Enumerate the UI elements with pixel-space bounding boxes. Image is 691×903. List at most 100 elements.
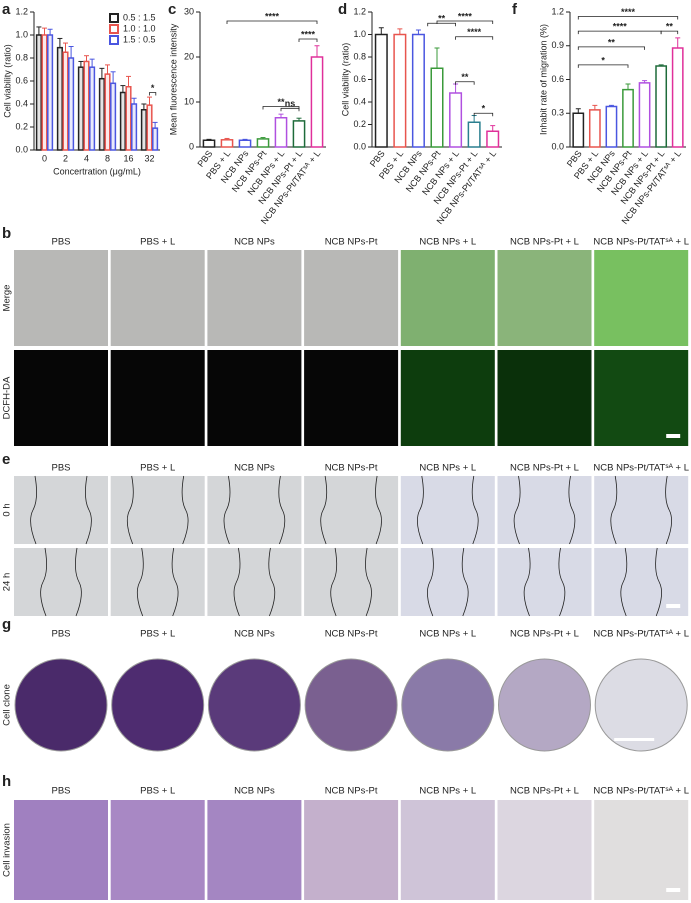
micrograph — [594, 350, 689, 446]
wound-edge — [75, 547, 82, 617]
micrograph — [110, 800, 205, 900]
wound-edge — [126, 475, 134, 545]
y-tick-label: 0.8 — [15, 52, 28, 62]
y-tick-label: 0.4 — [15, 98, 28, 108]
clone-image — [304, 658, 398, 752]
wound-edge — [171, 547, 179, 617]
micrograph — [14, 350, 108, 446]
x-tick-label: 0 — [42, 153, 47, 163]
micrograph — [304, 800, 399, 900]
row-label: Cell invasion — [2, 823, 13, 877]
y-tick-label: 1.0 — [15, 29, 28, 39]
scale-bar — [666, 434, 681, 438]
significance-bracket — [427, 22, 456, 27]
wound-edge — [417, 475, 424, 545]
x-tick-label: 16 — [123, 153, 133, 163]
panel-letter: d — [338, 1, 347, 18]
y-tick-label: 0.2 — [15, 121, 28, 131]
micrograph — [497, 250, 592, 346]
legend-label: 1.0 : 1.0 — [123, 23, 156, 33]
wound-edge — [461, 547, 469, 617]
legend-swatch — [109, 24, 119, 34]
significance-label: ns — [285, 99, 296, 109]
bar — [41, 34, 48, 151]
micrograph — [207, 250, 302, 346]
bar — [622, 88, 634, 148]
bar — [110, 82, 117, 151]
y-axis-label: Mean fluorescence intensity — [168, 23, 178, 135]
clone-image — [14, 658, 108, 752]
bar — [83, 60, 90, 151]
column-header: NCB NPs — [234, 237, 275, 248]
y-tick-label: 0.6 — [551, 74, 564, 84]
bar — [671, 47, 684, 148]
column-header: PBS + L — [140, 786, 175, 797]
micrograph — [304, 548, 399, 616]
wound-edge — [136, 547, 144, 617]
wound-edge — [268, 547, 276, 617]
panel-letter: b — [2, 225, 11, 242]
significance-bracket — [660, 30, 679, 35]
legend-label: 1.5 : 0.5 — [123, 34, 156, 44]
column-header: NCB NPs-Pt — [325, 463, 378, 474]
column-header: PBS + L — [140, 237, 175, 248]
bar — [310, 56, 324, 148]
wound-edge — [568, 475, 576, 545]
significance-label: ** — [666, 22, 674, 32]
column-header: PBS — [51, 463, 70, 474]
column-header: NCB NPs + L — [419, 463, 476, 474]
micrograph — [207, 548, 302, 616]
bar — [292, 120, 306, 148]
significance-label: * — [601, 55, 605, 65]
wound-edge — [278, 475, 286, 545]
wound-edge — [471, 475, 479, 545]
significance-bracket — [577, 16, 679, 20]
significance-bracket — [149, 92, 157, 96]
y-axis-label: Cell viability (ratio) — [2, 44, 12, 118]
bar — [374, 33, 388, 148]
micrograph — [497, 800, 592, 900]
column-header: NCB NPs-Pt — [325, 237, 378, 248]
significance-bracket — [473, 112, 494, 117]
bar — [125, 86, 132, 151]
bar — [430, 67, 444, 148]
bar — [98, 77, 105, 151]
column-header: PBS — [51, 629, 70, 640]
significance-bracket — [280, 107, 300, 112]
micrograph — [594, 800, 689, 900]
micrograph — [110, 548, 205, 616]
significance-label: **** — [301, 29, 316, 39]
x-tick-label: 32 — [144, 153, 154, 163]
micrograph — [594, 250, 689, 346]
bar — [238, 139, 252, 148]
micrograph — [400, 476, 495, 544]
wound-edge — [558, 547, 566, 617]
column-header: NCB NPs-Pt/TATˢᴬ + L — [593, 463, 689, 474]
micrograph — [304, 250, 399, 346]
micrograph — [110, 250, 205, 346]
micrograph — [110, 476, 205, 544]
y-tick-label: 20 — [184, 51, 194, 61]
row-label: Merge — [2, 285, 13, 312]
micrograph — [400, 548, 495, 616]
bar — [47, 34, 54, 151]
significance-label: **** — [621, 7, 636, 17]
wound-edge — [620, 547, 628, 617]
panel-letter: c — [168, 1, 176, 18]
significance-bracket — [455, 81, 475, 85]
y-axis-label: Inhabit rate of migration (%) — [538, 24, 548, 135]
column-header: NCB NPs + L — [419, 786, 476, 797]
column-header: NCB NPs — [234, 463, 275, 474]
bar — [393, 33, 407, 148]
micrograph — [400, 800, 495, 900]
clone-image — [401, 658, 495, 752]
bar — [146, 104, 153, 151]
bar — [655, 65, 668, 148]
clone-image — [207, 658, 301, 752]
micrograph — [497, 476, 592, 544]
wound-edge — [181, 475, 189, 545]
bar — [274, 117, 288, 148]
micrograph — [400, 250, 495, 346]
y-tick-label: 10 — [184, 96, 194, 106]
bar — [152, 127, 159, 151]
